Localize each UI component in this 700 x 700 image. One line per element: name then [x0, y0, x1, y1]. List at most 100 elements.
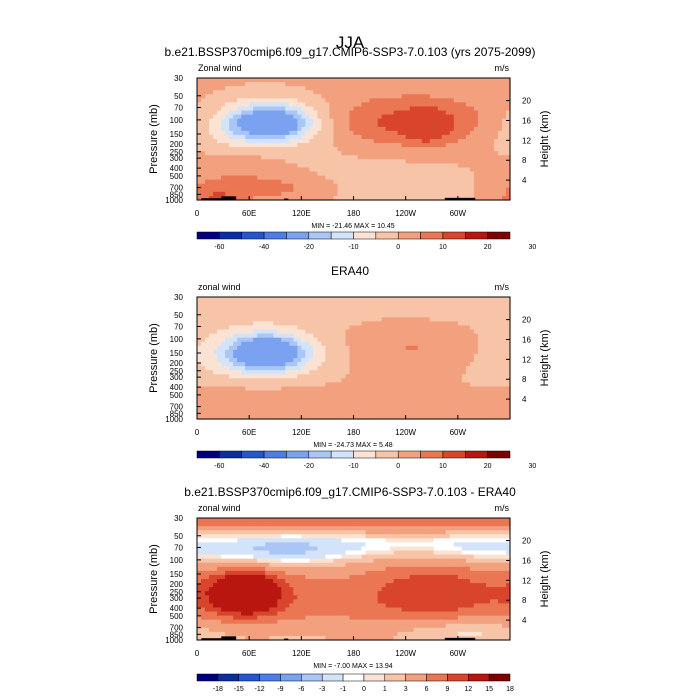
field-cell — [273, 366, 278, 371]
y2-tick-label: 4 — [522, 395, 527, 404]
field-cell — [361, 147, 367, 152]
field-cell — [425, 167, 431, 173]
field-cell — [349, 341, 355, 347]
field-cell — [213, 118, 218, 124]
field-cell — [277, 130, 282, 136]
field-cell — [257, 329, 262, 335]
field-cell — [485, 394, 491, 400]
field-cell — [345, 179, 351, 185]
field-cell — [253, 345, 258, 351]
field-cell — [229, 333, 234, 339]
field-cell — [413, 390, 419, 396]
field-cell — [377, 386, 383, 392]
field-cell — [417, 122, 423, 128]
field-cell — [209, 106, 214, 112]
field-cell — [397, 386, 403, 392]
field-cell — [493, 155, 499, 160]
field-cell — [217, 78, 222, 83]
field-cell — [333, 82, 339, 87]
field-cell — [429, 410, 435, 416]
field-cell — [457, 398, 463, 404]
field-cell — [305, 406, 310, 412]
field-cell — [361, 378, 367, 383]
field-cell — [421, 321, 427, 327]
field-cell — [197, 159, 202, 164]
field-cell — [289, 370, 294, 375]
field-cell — [217, 366, 222, 371]
field-cell — [353, 179, 359, 185]
field-cell — [241, 139, 246, 144]
field-cell — [233, 398, 238, 404]
field-cell — [385, 126, 391, 132]
field-cell — [401, 175, 407, 181]
field-cell — [265, 358, 270, 363]
field-cell — [497, 398, 503, 404]
field-cell — [381, 390, 387, 396]
field-cell — [397, 94, 403, 99]
field-cell — [445, 333, 451, 339]
field-cell — [441, 134, 447, 140]
field-cell — [441, 183, 447, 189]
field-cell — [373, 175, 379, 181]
field-cell — [389, 114, 395, 120]
field-cell — [341, 313, 347, 318]
field-cell — [225, 159, 230, 164]
field-cell — [261, 325, 266, 331]
field-cell — [469, 171, 475, 177]
field-cell — [293, 122, 298, 128]
field-cell — [445, 86, 451, 91]
field-cell — [361, 522, 367, 527]
field-cell — [493, 151, 499, 156]
field-cell — [365, 305, 371, 310]
field-cell — [449, 333, 455, 339]
field-cell — [417, 155, 423, 160]
colorbar-label: -10 — [348, 244, 358, 251]
field-cell — [469, 329, 475, 335]
field-cell — [341, 414, 347, 420]
field-cell — [365, 522, 371, 527]
field-cell — [349, 191, 355, 197]
field-cell — [269, 402, 274, 408]
field-cell — [313, 349, 318, 355]
field-cell — [229, 382, 234, 388]
field-cell — [233, 147, 238, 152]
field-cell — [209, 179, 214, 185]
field-cell — [217, 321, 222, 327]
field-cell — [365, 337, 371, 343]
field-cell — [373, 179, 379, 185]
field-cell — [481, 370, 487, 375]
field-cell — [205, 382, 210, 388]
field-cell — [377, 518, 383, 523]
field-cell — [381, 159, 387, 164]
field-cell — [241, 378, 246, 383]
field-cell — [301, 179, 306, 185]
field-cell — [401, 126, 407, 132]
field-cell — [349, 406, 355, 412]
field-cell — [201, 151, 206, 156]
field-cell — [329, 118, 335, 124]
field-cell — [249, 110, 254, 116]
field-cell — [373, 362, 379, 367]
field-cell — [449, 82, 455, 87]
field-cell — [461, 325, 467, 331]
field-cell — [349, 382, 355, 388]
field-cell — [237, 301, 242, 306]
field-cell — [413, 86, 419, 91]
field-cell — [449, 163, 455, 169]
field-cell — [341, 187, 347, 193]
field-cell — [313, 313, 318, 318]
field-cell — [237, 130, 242, 136]
field-cell — [201, 414, 206, 420]
field-cell — [449, 191, 455, 197]
field-cell — [333, 155, 339, 160]
field-cell — [357, 366, 363, 371]
field-cell — [277, 167, 282, 173]
field-cell — [201, 94, 206, 99]
field-cell — [329, 329, 335, 335]
field-cell — [209, 191, 214, 197]
field-cell — [269, 297, 274, 302]
field-cell — [501, 370, 507, 375]
field-cell — [497, 195, 503, 201]
field-cell — [417, 325, 423, 331]
field-cell — [245, 171, 250, 177]
